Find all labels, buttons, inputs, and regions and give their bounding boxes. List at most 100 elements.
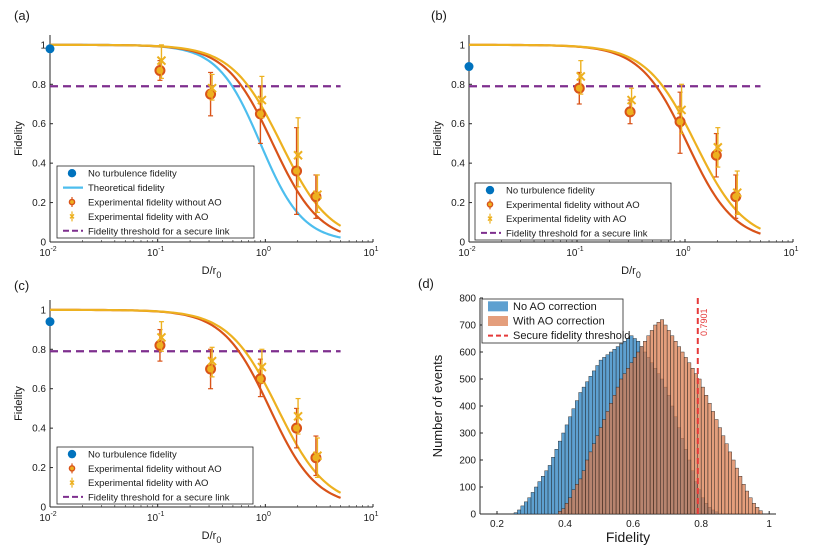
legend-marker-without-ao bbox=[68, 198, 76, 206]
histogram-bar-with bbox=[687, 362, 692, 515]
x-tick-label: 10-2 bbox=[39, 246, 56, 259]
histogram-bar-with bbox=[758, 510, 763, 515]
histogram-bar-with bbox=[588, 451, 593, 515]
histogram-bar-with bbox=[632, 357, 637, 515]
histogram-bar-no bbox=[537, 481, 542, 515]
histogram-bar-with bbox=[680, 351, 685, 515]
x-tick-base: 10 bbox=[458, 248, 470, 259]
x-tick-label: 10-2 bbox=[458, 246, 475, 259]
panel-label: (a) bbox=[14, 8, 30, 23]
histogram-bar-with bbox=[748, 497, 753, 515]
histogram-bar-with bbox=[592, 443, 596, 515]
y-axis-title: Fidelity bbox=[432, 121, 444, 156]
data-point-with-ao bbox=[156, 332, 167, 343]
histogram-bar-with bbox=[751, 503, 756, 515]
histogram-bar-with bbox=[646, 335, 651, 515]
histogram-bar-with bbox=[724, 443, 729, 515]
data-point-with-ao bbox=[626, 95, 637, 105]
histogram-bar-with bbox=[615, 386, 620, 515]
y-tick-label: 0.2 bbox=[32, 463, 46, 474]
x-axis-title-sub: 0 bbox=[216, 535, 221, 545]
curve-with bbox=[50, 308, 342, 494]
legend-marker-no-turbulence bbox=[67, 169, 77, 178]
legend-label: Fidelity threshold for a secure link bbox=[506, 228, 648, 239]
y-tick-label: 100 bbox=[459, 483, 476, 494]
histogram-bar-no bbox=[564, 424, 569, 515]
histogram-bar-no bbox=[534, 486, 539, 515]
data-point-no-turbulence bbox=[45, 44, 55, 54]
panel-label: (d) bbox=[418, 276, 434, 291]
y-tick-label: 500 bbox=[459, 375, 476, 386]
histogram-bar-with bbox=[690, 368, 695, 515]
legend-marker-without-ao bbox=[486, 201, 494, 208]
x-tick-label: 10-1 bbox=[147, 511, 164, 524]
x-tick-exponent: 1 bbox=[375, 511, 379, 518]
data-point-without-ao bbox=[254, 373, 266, 385]
histogram-bar-with bbox=[609, 403, 613, 515]
x-tick-exponent: 0 bbox=[267, 246, 271, 253]
y-tick-label: 0.4 bbox=[32, 424, 46, 435]
data-point-with-ao bbox=[257, 362, 267, 372]
histogram-bar-with bbox=[629, 362, 634, 515]
y-axis-title: Fidelity bbox=[13, 386, 25, 421]
data-point-without-ao bbox=[291, 422, 303, 434]
x-tick-base: 10 bbox=[783, 248, 795, 259]
x-axis-title-main: D/r bbox=[202, 265, 217, 277]
histogram-bar-with bbox=[598, 427, 603, 515]
y-tick-label: 0.8 bbox=[451, 80, 465, 91]
histogram-bar-no bbox=[547, 465, 552, 515]
data-point-with-ao bbox=[312, 189, 323, 200]
y-tick-label: 600 bbox=[459, 348, 476, 359]
legend-marker-no bbox=[488, 301, 508, 312]
y-tick-label: 0.8 bbox=[32, 80, 46, 91]
histogram-bar-with bbox=[745, 490, 749, 515]
x-axis-title-sub: 0 bbox=[216, 270, 221, 280]
y-tick-label: 0.2 bbox=[451, 198, 465, 209]
x-tick-base: 10 bbox=[675, 248, 687, 259]
y-tick-label: 0.4 bbox=[32, 159, 46, 170]
y-tick-label: 0.6 bbox=[451, 119, 465, 130]
histogram-bar-no bbox=[513, 512, 518, 515]
legend-label: Experimental fidelity with AO bbox=[88, 212, 208, 223]
y-tick-label: 0.8 bbox=[32, 345, 46, 356]
data-point-without-ao bbox=[254, 108, 266, 120]
x-tick-base: 10 bbox=[363, 248, 375, 259]
x-tick-base: 10 bbox=[566, 248, 578, 259]
histogram-bar-with bbox=[602, 419, 607, 515]
histogram-bar-with bbox=[666, 330, 671, 515]
data-point-without-ao bbox=[205, 363, 217, 375]
legend-marker-with bbox=[488, 316, 508, 326]
data-point-without-ao bbox=[624, 106, 636, 118]
histogram-bar-with bbox=[677, 346, 681, 515]
histogram-bar-with bbox=[595, 435, 600, 515]
panel-d: (d) 0 100 200 300 400 500 600 700 800 0.2 0.4 0.6 0.8… bbox=[418, 276, 776, 545]
histogram-bar-with bbox=[581, 470, 586, 515]
data-point-with-ao bbox=[676, 105, 687, 115]
legend-label: Experimental fidelity without AO bbox=[506, 200, 640, 211]
data-point-without-ao bbox=[154, 64, 166, 76]
histogram-bar-no bbox=[551, 457, 556, 515]
histogram-bar-with bbox=[721, 435, 726, 515]
histogram-bar-with bbox=[734, 467, 739, 515]
legend-label: Secure fidelity threshold bbox=[513, 330, 630, 342]
x-tick-base: 10 bbox=[39, 248, 51, 259]
x-tick-label: 10-2 bbox=[39, 511, 56, 524]
histogram-bar-with bbox=[714, 419, 719, 515]
histogram-bar-with bbox=[738, 476, 743, 515]
data-point-without-ao bbox=[573, 82, 585, 94]
x-tick-base: 10 bbox=[39, 513, 51, 524]
y-axis-title: Number of events bbox=[430, 354, 445, 457]
x-tick-label: 101 bbox=[363, 511, 378, 524]
x-axis-title-main: D/r bbox=[202, 530, 217, 542]
histogram-bar-with bbox=[558, 511, 562, 515]
x-tick-exponent: -2 bbox=[50, 246, 56, 253]
histogram-bar-with bbox=[728, 451, 732, 515]
x-tick-label: 0.2 bbox=[490, 519, 504, 530]
y-tick-label: 1 bbox=[40, 40, 46, 51]
legend-marker-no-turbulence bbox=[485, 185, 495, 195]
y-axis-title: Fidelity bbox=[13, 121, 25, 156]
x-tick-exponent: -2 bbox=[469, 246, 475, 253]
panel-label: (b) bbox=[431, 8, 447, 23]
data-point-with-ao bbox=[576, 71, 586, 82]
